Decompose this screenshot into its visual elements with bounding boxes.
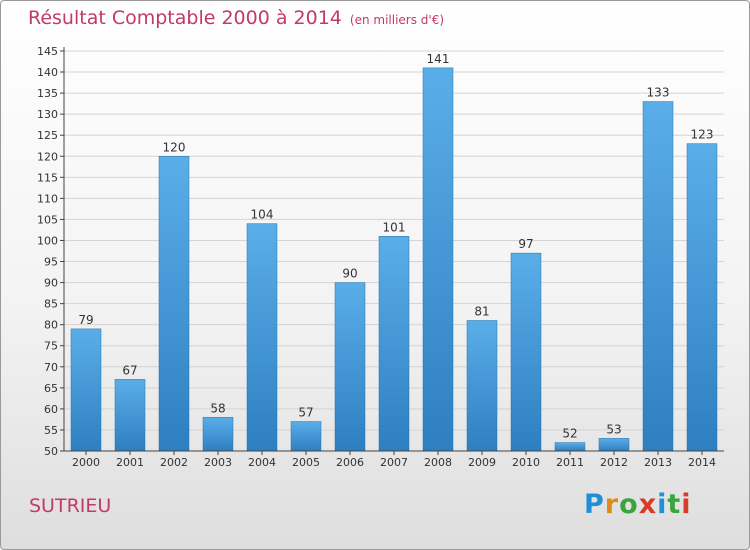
x-tick-label: 2001: [116, 456, 144, 469]
bar: [290, 421, 322, 452]
bar-value-label: 53: [606, 422, 621, 436]
y-tick-label: 100: [37, 234, 58, 247]
city-name: SUTRIEU: [29, 495, 112, 517]
bar-value-label: 58: [210, 401, 225, 415]
y-tick-label: 75: [44, 340, 58, 353]
labels: 50 55 60 65 70 75 80 85 90 95 100 105 110 115 120 125 13…: [37, 45, 716, 469]
chart-title: Résultat Comptable 2000 à 2014 (en millie…: [28, 7, 444, 29]
bar-value-label: 104: [251, 208, 274, 222]
x-tick-label: 2013: [644, 456, 672, 469]
y-tick-label: 125: [37, 129, 58, 142]
bar-value-label: 67: [122, 363, 137, 377]
x-tick-label: 2009: [468, 456, 496, 469]
y-tick-label: 120: [37, 150, 58, 163]
bars: [70, 67, 718, 452]
y-tick-label: 140: [37, 66, 58, 79]
bar-value-label: 52: [562, 427, 577, 441]
bar-value-label: 57: [298, 406, 313, 420]
y-tick-label: 85: [44, 298, 58, 311]
bar-value-label: 133: [647, 86, 670, 100]
bar: [598, 438, 630, 452]
bar-value-label: 97: [518, 237, 533, 251]
x-tick-label: 2004: [248, 456, 276, 469]
y-tick-label: 55: [44, 424, 58, 437]
logo-letter: o: [619, 489, 639, 520]
bar: [334, 282, 366, 452]
bar-value-label: 141: [427, 52, 450, 66]
axes: [60, 47, 724, 455]
bar: [378, 236, 410, 452]
y-tick-label: 60: [44, 403, 58, 416]
y-tick-label: 115: [37, 171, 58, 184]
y-tick-label: 95: [44, 256, 58, 269]
logo-letter: i: [657, 489, 668, 520]
bar: [202, 417, 234, 452]
chart-subtitle: (en milliers d'€): [349, 13, 445, 27]
bar: [510, 252, 542, 452]
proxiti-logo: Proxiti: [584, 489, 692, 520]
y-tick-label: 105: [37, 213, 58, 226]
logo-letter: x: [638, 489, 658, 520]
x-tick-label: 2002: [160, 456, 188, 469]
x-tick-label: 2012: [600, 456, 628, 469]
bar: [554, 442, 586, 452]
x-tick-label: 2003: [204, 456, 232, 469]
bar: [70, 328, 102, 452]
y-tick-label: 130: [37, 108, 58, 121]
x-tick-label: 2014: [688, 456, 716, 469]
x-tick-label: 2008: [424, 456, 452, 469]
bar-value-label: 101: [383, 220, 406, 234]
bar-value-label: 120: [163, 140, 186, 154]
bar: [642, 101, 674, 452]
chart-title-text: Résultat Comptable 2000 à 2014: [28, 7, 342, 29]
logo-letter: i: [681, 489, 692, 520]
y-tick-label: 50: [44, 445, 58, 458]
x-tick-label: 2010: [512, 456, 540, 469]
y-tick-label: 135: [37, 87, 58, 100]
bar: [158, 156, 190, 452]
bar-value-label: 90: [342, 267, 357, 281]
x-tick-label: 2000: [72, 456, 100, 469]
x-tick-label: 2007: [380, 456, 408, 469]
bar: [422, 67, 454, 452]
y-tick-label: 80: [44, 319, 58, 332]
bar-value-label: 123: [691, 128, 714, 142]
bar: [686, 143, 718, 452]
bar: [466, 320, 498, 452]
y-tick-label: 110: [37, 192, 58, 205]
bar: [246, 223, 278, 452]
logo-letter: r: [604, 489, 620, 520]
logo-letter: t: [667, 489, 682, 520]
x-tick-label: 2005: [292, 456, 320, 469]
logo-letter: P: [584, 489, 605, 520]
bar: [114, 379, 146, 452]
bar-value-label: 79: [78, 313, 93, 327]
y-tick-label: 145: [37, 45, 58, 58]
y-tick-label: 90: [44, 277, 58, 290]
x-tick-label: 2011: [556, 456, 584, 469]
x-tick-label: 2006: [336, 456, 364, 469]
y-tick-label: 65: [44, 382, 58, 395]
bar-value-label: 81: [474, 304, 489, 318]
y-tick-label: 70: [44, 361, 58, 374]
